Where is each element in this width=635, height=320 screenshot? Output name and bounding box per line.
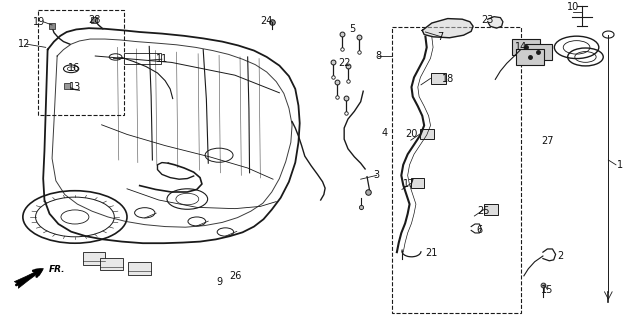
Text: 27: 27 — [541, 136, 554, 146]
Bar — [392, 27, 521, 313]
Bar — [128, 262, 151, 275]
Bar — [411, 178, 424, 188]
Bar — [124, 53, 161, 64]
Text: 9: 9 — [217, 277, 223, 287]
Text: 15: 15 — [541, 284, 554, 295]
Bar — [420, 129, 434, 139]
Text: 24: 24 — [260, 16, 273, 26]
Text: 5: 5 — [349, 24, 356, 34]
Text: 6: 6 — [476, 225, 483, 235]
Text: 28: 28 — [88, 15, 100, 25]
Text: 11: 11 — [156, 54, 168, 64]
Text: 17: 17 — [403, 179, 416, 189]
Text: 7: 7 — [438, 32, 444, 42]
Bar — [525, 44, 552, 60]
Polygon shape — [488, 17, 503, 28]
Bar — [100, 258, 123, 270]
Text: FR.: FR. — [49, 265, 65, 274]
Bar — [516, 49, 544, 65]
Text: 12: 12 — [18, 39, 30, 49]
Bar — [83, 252, 105, 265]
Text: 14: 14 — [514, 42, 527, 52]
Text: 3: 3 — [373, 170, 380, 180]
Text: 4: 4 — [381, 128, 387, 138]
Text: 25: 25 — [478, 206, 490, 216]
Text: 16: 16 — [67, 63, 80, 73]
Bar — [512, 39, 540, 55]
Bar — [38, 10, 124, 115]
Text: 20: 20 — [405, 129, 418, 139]
Text: 13: 13 — [69, 82, 81, 92]
Text: 2: 2 — [558, 251, 564, 261]
Bar — [431, 73, 446, 84]
Text: 22: 22 — [338, 58, 351, 68]
Text: 10: 10 — [567, 2, 580, 12]
Text: 23: 23 — [481, 15, 494, 25]
Text: 18: 18 — [442, 74, 455, 84]
Text: 21: 21 — [425, 248, 438, 258]
Text: 1: 1 — [617, 160, 623, 170]
Text: 26: 26 — [229, 271, 241, 281]
Bar — [484, 204, 498, 215]
Text: 19: 19 — [33, 17, 46, 27]
Polygon shape — [422, 19, 473, 38]
Text: 8: 8 — [375, 51, 382, 61]
